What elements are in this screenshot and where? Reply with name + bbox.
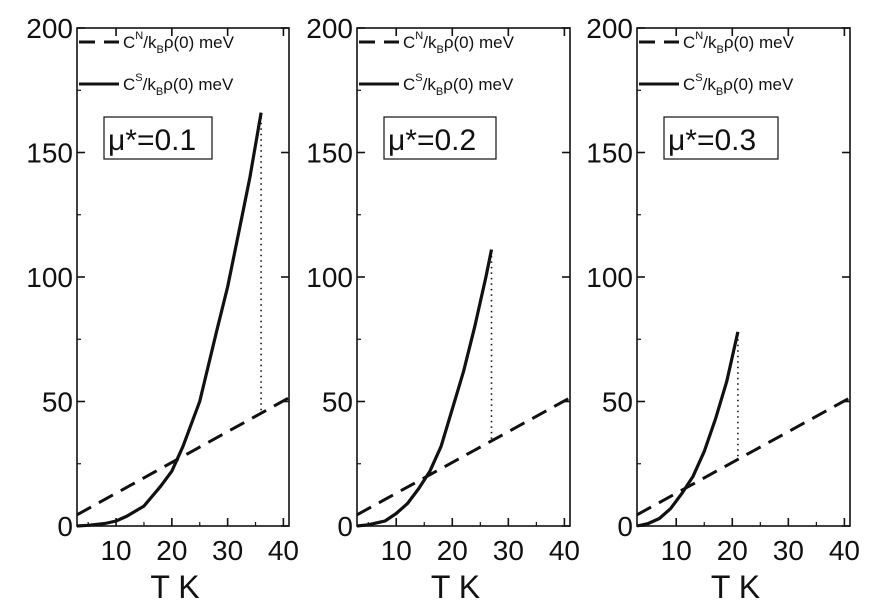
- legend-label-part: C: [123, 33, 135, 52]
- x-tick-label: 10: [100, 535, 131, 566]
- legend-label-part: N: [415, 30, 423, 42]
- series-line-dashed: [636, 396, 851, 517]
- mu-annotation-box: [663, 116, 779, 160]
- x-axis-title: T K: [711, 569, 760, 605]
- legend-label-part: C: [683, 33, 695, 52]
- x-tick-label: 30: [493, 535, 524, 566]
- legend-label-part: /k: [143, 33, 157, 52]
- x-tick-label: 20: [437, 535, 468, 566]
- legend-label-part: S: [135, 72, 142, 84]
- legend-label-solid: CS/kBρ(0) meV: [683, 72, 794, 98]
- legend-label-part: C: [683, 75, 695, 94]
- y-tick-label: 100: [26, 262, 73, 293]
- legend-label-part: ρ(0) meV: [724, 33, 795, 52]
- legend-label-part: B: [716, 44, 723, 56]
- legend-label-part: /k: [703, 33, 717, 52]
- y-tick-label: 200: [586, 13, 633, 44]
- legend-label-part: S: [415, 72, 422, 84]
- legend-label-solid: CS/kBρ(0) meV: [403, 72, 514, 98]
- legend-label-part: S: [695, 72, 702, 84]
- y-tick-label: 200: [26, 13, 73, 44]
- mu-annotation-box: [383, 116, 497, 160]
- x-axis-title: T K: [431, 569, 480, 605]
- legend-label-part: ρ(0) meV: [444, 33, 515, 52]
- legend-label-part: ρ(0) meV: [723, 75, 794, 94]
- legend-label-part: B: [716, 86, 723, 98]
- plot-frame: [636, 27, 851, 527]
- legend-label-part: /k: [703, 75, 717, 94]
- plot-frame: [76, 27, 290, 527]
- y-tick-label: 50: [42, 387, 73, 418]
- mu-annotation-label: μ*=0.3: [668, 124, 756, 157]
- y-tick-label: 150: [306, 138, 353, 169]
- x-tick-label: 40: [268, 535, 299, 566]
- y-tick-label: 0: [617, 511, 633, 542]
- series-line-solid: [636, 331, 740, 528]
- legend-label-part: B: [436, 86, 443, 98]
- y-tick-label: 150: [586, 138, 633, 169]
- legend-label-dashed: CN/kBρ(0) meV: [123, 30, 235, 56]
- mu-annotation-box: [103, 116, 213, 160]
- y-tick-label: 50: [322, 387, 353, 418]
- series-line-dashed: [356, 396, 571, 517]
- legend-label-part: ρ(0) meV: [164, 33, 235, 52]
- legend-label-part: B: [156, 44, 163, 56]
- series-line-solid: [356, 249, 494, 528]
- y-tick-label: 100: [306, 262, 353, 293]
- legend-label-part: C: [123, 75, 135, 94]
- plot-frame: [356, 27, 571, 527]
- legend-label-part: C: [403, 75, 415, 94]
- x-tick-label: 40: [549, 535, 580, 566]
- x-tick-label: 10: [661, 535, 692, 566]
- legend-label-part: /k: [423, 75, 437, 94]
- x-tick-label: 30: [773, 535, 804, 566]
- legend-label-part: B: [436, 44, 443, 56]
- legend-label-dashed: CN/kBρ(0) meV: [683, 30, 795, 56]
- y-tick-label: 50: [602, 387, 633, 418]
- legend-label-part: N: [695, 30, 703, 42]
- legend-label-part: C: [403, 33, 415, 52]
- legend-label-part: ρ(0) meV: [443, 75, 514, 94]
- x-tick-label: 30: [212, 535, 243, 566]
- legend-label-dashed: CN/kBρ(0) meV: [403, 30, 515, 56]
- x-tick-label: 20: [156, 535, 187, 566]
- legend-label-solid: CS/kBρ(0) meV: [123, 72, 234, 98]
- mu-annotation-label: μ*=0.1: [108, 124, 196, 157]
- legend-label-part: /k: [423, 33, 437, 52]
- x-tick-label: 20: [717, 535, 748, 566]
- legend-label-part: N: [135, 30, 143, 42]
- y-tick-label: 100: [586, 262, 633, 293]
- y-tick-label: 0: [57, 511, 73, 542]
- series-line-dashed: [76, 396, 290, 517]
- series-line-solid: [76, 112, 263, 528]
- legend-label-part: B: [156, 86, 163, 98]
- x-tick-label: 40: [829, 535, 860, 566]
- y-tick-label: 200: [306, 13, 353, 44]
- x-axis-title: T K: [150, 569, 199, 605]
- y-tick-label: 0: [337, 511, 353, 542]
- legend-label-part: /k: [143, 75, 157, 94]
- legend-label-part: ρ(0) meV: [163, 75, 234, 94]
- mu-annotation-label: μ*=0.2: [388, 124, 476, 157]
- x-tick-label: 10: [381, 535, 412, 566]
- y-tick-label: 150: [26, 138, 73, 169]
